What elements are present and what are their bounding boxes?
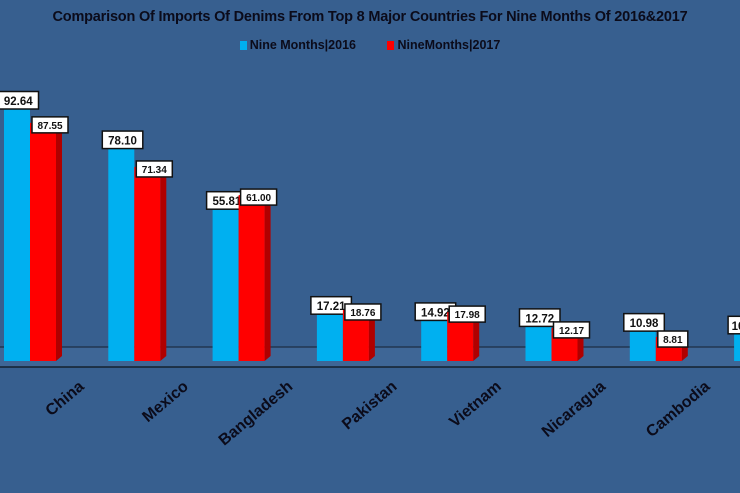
data-label-box [552,321,591,339]
bar-side [160,165,167,361]
data-label-box [657,330,689,348]
bar-bangladesh-2016 [212,209,239,361]
data-label: 12.72 [525,313,554,325]
bar-china-2017 [30,122,56,361]
legend-item-2017: NineMonths|2017 [387,38,500,52]
bar-bangladesh-2017 [238,195,265,361]
data-label-box [31,116,69,134]
category-label: Nicaragua [539,378,609,441]
bar-china-2016 [4,109,30,362]
bar-pakistan-2016 [316,314,343,361]
legend-label-2016: Nine Months|2016 [249,38,356,52]
bar-nicaragua-2016 [525,326,552,361]
data-label-box [727,315,740,335]
data-label: 12.17 [559,326,584,337]
data-label: 55.81 [212,196,241,208]
bar-side [264,194,271,361]
bar-cambodia-2016 [629,331,656,361]
bar-mexico-2016 [108,148,135,361]
data-label-box [101,130,144,150]
data-label: 10 [732,321,740,333]
legend-label-2017: NineMonths|2017 [397,38,501,52]
bar-side [368,308,375,361]
data-label: 18.76 [350,308,375,319]
legend-swatch-2017 [387,40,395,50]
legend: Nine Months|2016 NineMonths|2017 [0,38,740,53]
data-label: 17.98 [455,310,480,321]
data-label: 17.21 [317,301,346,313]
legend-item-2016: Nine Months|2016 [239,38,356,52]
bar-vietnam-2016 [421,320,448,361]
chart-title: Comparison Of Imports Of Denims From Top… [52,9,688,25]
category-label: Cambodia [643,378,713,441]
data-label: 10.98 [630,318,659,330]
data-label: 87.55 [37,121,62,132]
bar-mexico-2017 [134,166,161,361]
data-label: 8.81 [663,335,683,346]
data-label-box [344,303,382,321]
data-label: 14.92 [421,307,450,319]
bar-side [56,121,62,361]
data-label-box [135,160,174,178]
data-label: 78.10 [108,136,137,148]
data-label-box [448,305,486,323]
legend-swatch-2016 [239,40,247,50]
bar-side [473,311,480,361]
category-label: Pakistan [339,378,400,433]
data-label: 71.34 [142,165,167,176]
data-label-box [518,308,561,328]
category-label: China [43,378,88,420]
data-label-box [239,188,278,206]
bar-egypt-2016 [734,333,740,361]
category-label: Mexico [139,378,192,426]
category-label: Vietnam [446,378,504,431]
data-label-box [623,312,666,332]
category-label: Bangladesh [216,378,296,449]
data-label-box [0,90,40,110]
data-label: 61.00 [246,193,271,204]
data-label: 92.64 [4,96,33,108]
